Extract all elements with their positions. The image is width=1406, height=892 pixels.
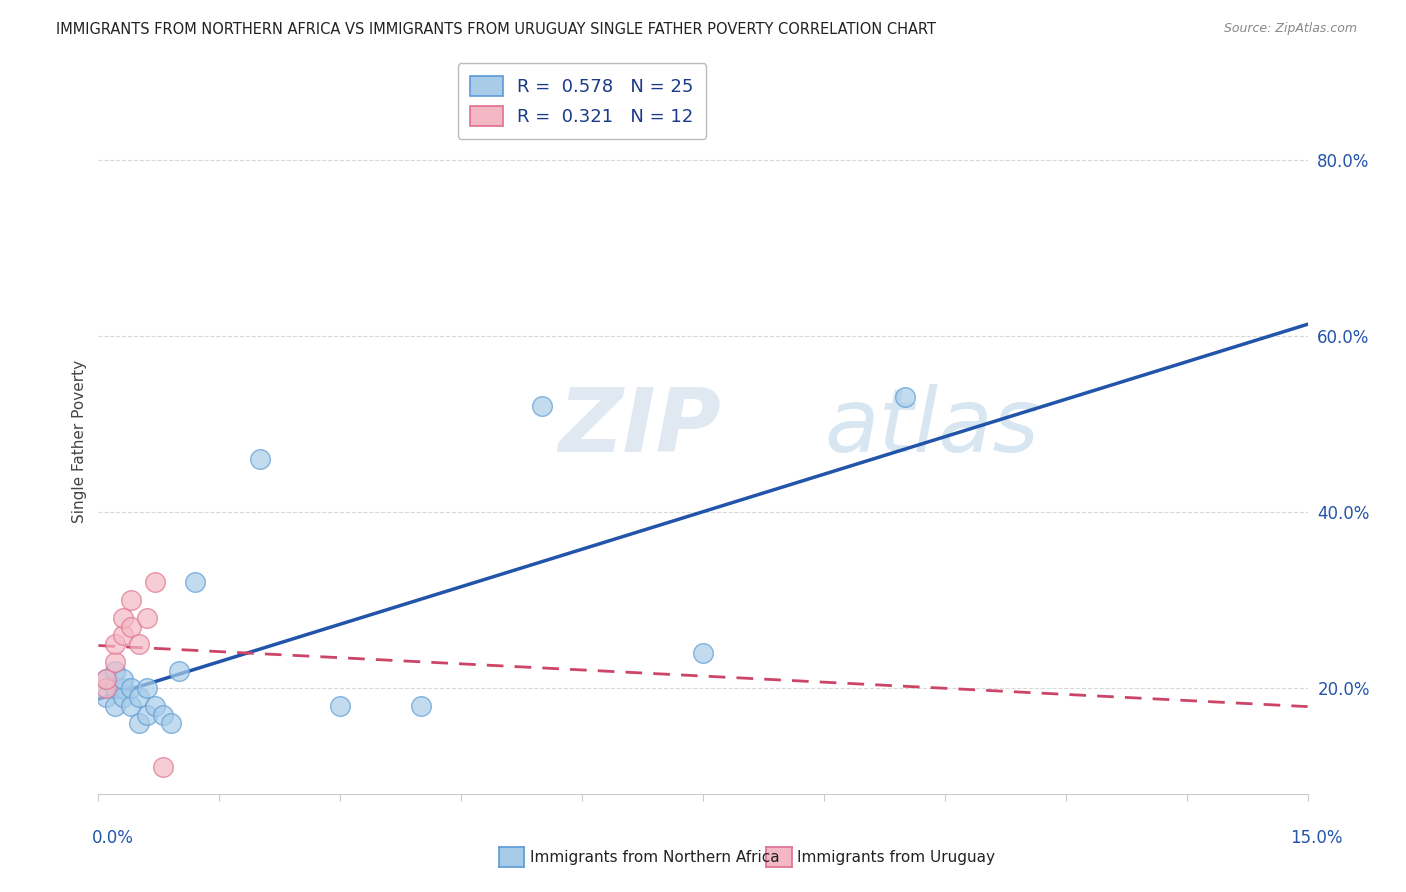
Text: atlas: atlas [824,384,1039,470]
Point [692,646,714,660]
Point [128,637,150,651]
Point [329,698,352,713]
Text: ZIP: ZIP [558,384,721,471]
Point [135,610,157,624]
Point [152,760,174,774]
Point [103,637,125,651]
Point [409,698,432,713]
Point [249,452,271,467]
Point [143,698,166,713]
Point [530,399,553,413]
Point [120,698,142,713]
Text: 15.0%: 15.0% [1291,829,1343,847]
Point [96,690,118,704]
Text: 0.0%: 0.0% [91,829,134,847]
Text: Source: ZipAtlas.com: Source: ZipAtlas.com [1223,22,1357,36]
Point [120,619,142,633]
Point [96,681,118,696]
Point [160,716,183,731]
Y-axis label: Single Father Poverty: Single Father Poverty [72,360,87,523]
Point [128,716,150,731]
Point [96,673,118,687]
Point [135,681,157,696]
Point [152,707,174,722]
Point [111,690,134,704]
Point [143,575,166,590]
Point [111,673,134,687]
Point [103,681,125,696]
Point [111,681,134,696]
Point [96,673,118,687]
Point [893,391,915,405]
Text: Immigrants from Northern Africa: Immigrants from Northern Africa [530,850,780,864]
Point [103,698,125,713]
Point [103,655,125,669]
Legend: R =  0.578   N = 25, R =  0.321   N = 12: R = 0.578 N = 25, R = 0.321 N = 12 [458,63,706,139]
Point [135,707,157,722]
Point [128,690,150,704]
Text: IMMIGRANTS FROM NORTHERN AFRICA VS IMMIGRANTS FROM URUGUAY SINGLE FATHER POVERTY: IMMIGRANTS FROM NORTHERN AFRICA VS IMMIG… [56,22,936,37]
Point [184,575,207,590]
Point [167,664,190,678]
Point [111,610,134,624]
Text: Immigrants from Uruguay: Immigrants from Uruguay [797,850,995,864]
Point [111,628,134,642]
Point [103,664,125,678]
Point [120,593,142,607]
Point [120,681,142,696]
